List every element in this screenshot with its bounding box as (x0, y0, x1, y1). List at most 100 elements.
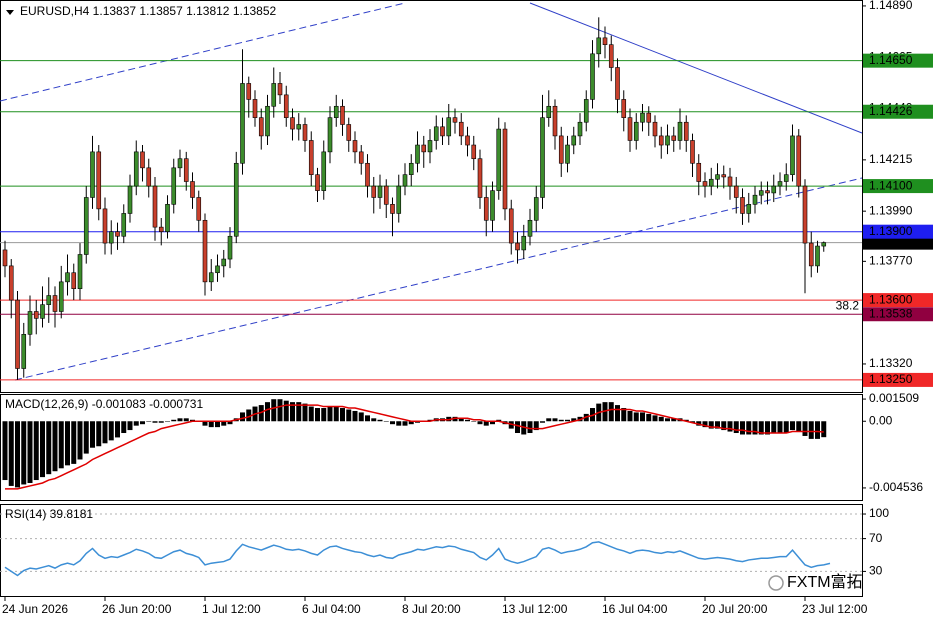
candle-body (171, 167, 177, 205)
candle-body (115, 231, 120, 237)
candle-body (46, 295, 52, 305)
candle-body (358, 151, 364, 164)
histogram-bar (315, 408, 320, 422)
candle-body (596, 37, 602, 55)
candle-body (8, 265, 14, 301)
candle-body (608, 44, 614, 68)
x-tick-label: 8 Jul 20:00 (402, 602, 461, 616)
candle-body (221, 258, 227, 267)
level-label: 1.13600 (869, 292, 913, 306)
candle-body (790, 135, 795, 175)
histogram-bar (321, 408, 327, 422)
candle-body (283, 94, 289, 118)
candle-body (383, 185, 389, 205)
candle-body (202, 219, 208, 283)
histogram-bar (2, 421, 8, 481)
histogram-bar (402, 421, 408, 426)
candle-body (102, 208, 108, 244)
histogram-bar (140, 421, 145, 425)
candle-body (646, 112, 652, 123)
candle-body (246, 83, 252, 100)
histogram-bar (815, 421, 820, 439)
level-label: 1.13900 (869, 224, 913, 238)
histogram-bar (246, 409, 252, 422)
histogram-bar (283, 400, 289, 422)
histogram-bar (58, 421, 64, 469)
histogram-bar (240, 412, 245, 422)
level-label: 1.13538 (869, 306, 913, 320)
histogram-bar (371, 418, 377, 422)
histogram-bar (396, 421, 402, 426)
candle-body (196, 197, 202, 221)
histogram-bar (540, 421, 545, 423)
candle-body (708, 178, 714, 187)
histogram-bar (302, 403, 308, 422)
candle-body (346, 124, 352, 141)
watermark-text: FXTM富拓 (787, 573, 863, 591)
candle-body (821, 242, 827, 247)
candle-body (2, 249, 8, 267)
candle-body (615, 67, 620, 100)
histogram-bar (121, 421, 127, 434)
histogram-bar (215, 421, 220, 428)
histogram-bar (477, 421, 483, 425)
candle-body (58, 281, 64, 312)
candle-body (508, 208, 514, 244)
y-tick-label: 1.14215 (869, 152, 913, 166)
histogram-bar (327, 406, 333, 422)
histogram-bar (346, 409, 352, 422)
level-box (863, 224, 933, 239)
candle-body (783, 174, 789, 182)
histogram-bar (458, 418, 464, 422)
candle-body (565, 144, 570, 164)
x-tick-label: 6 Jul 04:00 (302, 602, 361, 616)
level-box (863, 293, 933, 308)
candle-body (702, 181, 708, 187)
candle-body (33, 311, 39, 319)
y-tick-label: -0.004536 (869, 480, 923, 494)
histogram-bar (83, 421, 89, 454)
candle-body (327, 117, 333, 153)
x-tick-label: 23 Jul 12:00 (802, 602, 868, 616)
candle-body (352, 140, 358, 153)
candle-body (315, 174, 320, 191)
histogram-bar (158, 421, 164, 423)
histogram-bar (702, 421, 708, 428)
candle-body (233, 162, 239, 237)
candle-body (252, 99, 258, 118)
candle-body (490, 190, 495, 221)
histogram-bar (290, 402, 295, 422)
histogram-bar (758, 421, 764, 435)
candle-body (602, 37, 608, 45)
level-box (863, 179, 933, 194)
x-tick-label: 20 Jul 20:00 (702, 602, 768, 616)
histogram-bar (408, 421, 414, 425)
histogram-bar (715, 421, 720, 429)
level-label: 1.14650 (869, 53, 913, 67)
histogram-bar (646, 413, 652, 422)
histogram-bar (183, 418, 189, 422)
candle-body (558, 135, 564, 164)
level-label: 1.13250 (869, 372, 913, 386)
histogram-bar (821, 421, 827, 438)
candle-body (458, 121, 464, 137)
histogram-bar (340, 408, 345, 422)
histogram-bar (165, 421, 170, 422)
histogram-bar (358, 412, 364, 422)
candle-body (621, 99, 627, 118)
level-label: 1.14100 (869, 178, 913, 192)
candle-body (627, 117, 633, 141)
histogram-bar (721, 421, 727, 431)
candle-body (377, 185, 383, 198)
y-tick-label: 1.13770 (869, 254, 913, 268)
histogram-bar (108, 421, 114, 441)
candle-body (690, 140, 695, 164)
candle-body (727, 176, 733, 187)
histogram-bar (296, 402, 302, 422)
histogram-bar (171, 419, 177, 422)
histogram-bar (15, 421, 20, 488)
candle-body (83, 197, 89, 255)
candle-body (683, 121, 689, 141)
candle-body (665, 135, 670, 146)
